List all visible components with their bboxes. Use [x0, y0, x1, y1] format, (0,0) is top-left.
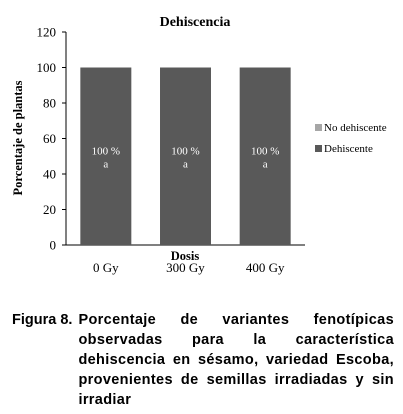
legend: No dehiscente Dehiscente	[315, 122, 387, 155]
caption-text: Porcentaje de variantes fenotípicas obse…	[78, 312, 394, 408]
bar-dehiscente	[160, 67, 211, 245]
y-axis-label: Porcentaje de plantas	[11, 80, 25, 195]
data-label-value: 100 %	[171, 145, 199, 157]
y-tick-label: 60	[43, 131, 56, 146]
bar-chart: Dehiscencia Porcentaje de plantas 0 20 40 6…	[11, 15, 387, 275]
y-tick-label: 120	[37, 25, 57, 40]
bar-group	[80, 67, 291, 245]
y-tick-label: 40	[43, 167, 56, 182]
legend-swatch-no-dehiscente	[315, 124, 322, 131]
data-label-letter: a	[183, 158, 188, 170]
x-axis-ticks: 0 Gy 300 Gy 400 Gy	[93, 260, 285, 275]
chart-title: Dehiscencia	[160, 15, 231, 30]
bar-dehiscente	[239, 67, 291, 245]
y-tick-label: 100	[37, 60, 57, 75]
y-tick-label: 0	[50, 238, 57, 253]
caption-label: Figura 8.	[12, 312, 73, 328]
y-tick-label: 80	[43, 96, 56, 111]
y-axis-ticks: 0 20 40 60 80 100 120	[37, 25, 66, 253]
legend-swatch-dehiscente	[315, 145, 322, 152]
data-label-letter: a	[263, 158, 268, 170]
x-tick-label: 0 Gy	[93, 260, 119, 275]
legend-label-dehiscente: Dehiscente	[324, 143, 373, 155]
y-tick-label: 20	[43, 202, 56, 217]
data-label-letter: a	[103, 158, 108, 170]
legend-label-no-dehiscente: No dehiscente	[324, 122, 387, 134]
figure-caption: Figura 8. Porcentaje de variantes fenotí…	[12, 310, 394, 410]
x-tick-label: 400 Gy	[246, 260, 285, 275]
data-label-value: 100 %	[92, 145, 120, 157]
x-tick-label: 300 Gy	[166, 260, 205, 275]
data-label-value: 100 %	[251, 145, 279, 157]
x-axis-label: Dosis	[171, 249, 200, 263]
bar-dehiscente	[80, 67, 132, 245]
